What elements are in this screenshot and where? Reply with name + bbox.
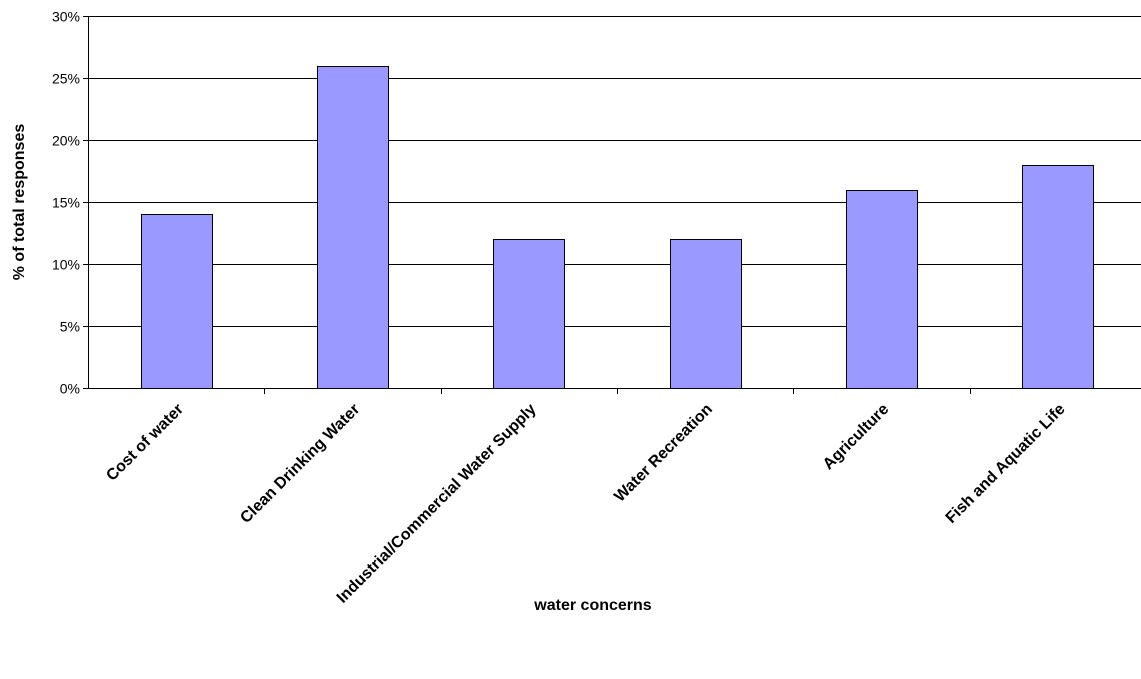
axes (83, 16, 1141, 394)
bar (670, 239, 742, 389)
x-axis-title: water concerns (533, 597, 651, 614)
x-tick-label: Clean Drinking Water (237, 401, 363, 527)
y-tick-label: 0% (60, 381, 80, 397)
y-tick-label: 30% (52, 9, 80, 25)
y-tick-label: 10% (52, 257, 80, 273)
y-tick-label: 15% (52, 195, 80, 211)
bar (317, 66, 389, 389)
y-tick-label: 20% (52, 133, 80, 149)
bar (1022, 165, 1094, 389)
bars (141, 66, 1094, 389)
x-tick-label: Industrial/Commercial Water Supply (334, 401, 540, 607)
y-tick-labels: 0% 5% 10% 15% 20% 25% 30% (52, 9, 80, 397)
bar (493, 239, 565, 389)
x-tick-labels: Cost of water Clean Drinking WaterIndustr… (103, 401, 1068, 607)
y-axis-title: % of total responses (11, 124, 28, 281)
x-tick-label: Water Recreation (611, 401, 716, 506)
bar (141, 214, 213, 389)
x-tick-label: Cost of water (103, 401, 187, 485)
y-tick-label: 5% (60, 319, 80, 335)
y-tick-label: 25% (52, 71, 80, 87)
x-tick-label: Fish and Aquatic Life (943, 401, 1069, 527)
x-tick-label: Agriculture (820, 401, 892, 473)
bar (846, 190, 918, 389)
gridlines (88, 16, 1141, 327)
